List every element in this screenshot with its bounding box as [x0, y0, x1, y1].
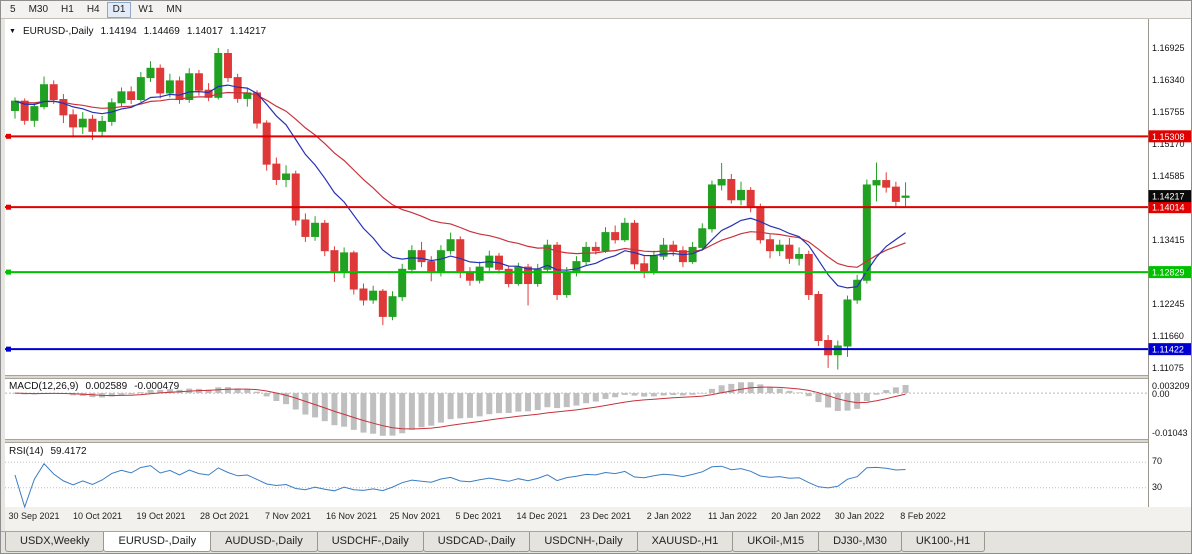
- tab-EURUSD-Daily[interactable]: EURUSD-,Daily: [103, 532, 212, 552]
- macd-signal-value: -0.000479: [134, 381, 180, 392]
- rsi-value: 59.4172: [50, 446, 87, 457]
- date-label: 30 Sep 2021: [8, 511, 59, 521]
- date-label: 10 Oct 2021: [73, 511, 122, 521]
- macd-label: MACD(12,26,9) 0.002589 -0.000479: [9, 381, 179, 392]
- timeframe-toolbar: 5 M30 H1 H4 D1 W1 MN: [1, 1, 1191, 19]
- price-tick: 1.13415: [1152, 235, 1185, 245]
- timeframe-button-MN[interactable]: MN: [166, 3, 182, 15]
- price-tick: 1.15755: [1152, 107, 1185, 117]
- time-axis-labels: 30 Sep 2021 10 Oct 2021 19 Oct 2021 28 Oct …: [8, 511, 945, 521]
- date-label: 8 Feb 2022: [900, 511, 946, 521]
- svg-text:1.15308: 1.15308: [1152, 132, 1185, 142]
- time-axis-strip: [5, 507, 1191, 531]
- rsi-level-70: 70: [1152, 456, 1163, 466]
- price-badge-1.14014: [1148, 201, 1191, 214]
- ema-slow-line: [14, 91, 906, 268]
- rsi-label: RSI(14) 59.4172: [9, 446, 87, 457]
- hline-handle-icon[interactable]: [6, 346, 11, 352]
- timeframe-button-H4[interactable]: H4: [86, 3, 100, 15]
- price-tick: 1.16340: [1152, 75, 1185, 85]
- timeframe-button-D1[interactable]: D1: [106, 1, 132, 18]
- price-tick: 1.11075: [1152, 363, 1184, 373]
- tab-XAUUSD-H1[interactable]: XAUUSD-,H1: [636, 532, 734, 552]
- price-badge-1.11422: [1148, 343, 1191, 356]
- hline-handle-icon[interactable]: [6, 269, 11, 275]
- svg-text:1.12829: 1.12829: [1152, 268, 1185, 278]
- timeframe-button-M30[interactable]: M30: [28, 3, 49, 15]
- window-left-edge: [1, 19, 5, 531]
- price-badge-1.12829: [1148, 266, 1191, 279]
- ohlc-open: 1.14194: [100, 26, 137, 37]
- date-label: 19 Oct 2021: [136, 511, 185, 521]
- tab-UKOil-M15[interactable]: UKOil-,M15: [732, 532, 820, 552]
- chart-title: ▼ EURUSD-,Daily 1.14194 1.14469 1.14017 …: [9, 26, 266, 37]
- rsi-panel: [5, 461, 1148, 509]
- rsi-title: RSI(14): [9, 446, 44, 457]
- macd-axis-zero: 0.00: [1152, 389, 1170, 400]
- date-label: 23 Dec 2021: [580, 511, 631, 521]
- panel-separator[interactable]: [5, 439, 1192, 443]
- date-label: 7 Nov 2021: [265, 511, 311, 521]
- tab-USDCHF-Daily[interactable]: USDCHF-,Daily: [316, 532, 424, 552]
- date-label: 16 Nov 2021: [326, 511, 377, 521]
- rsi-level-30: 30: [1152, 482, 1163, 492]
- horizontal-level-lines[interactable]: [5, 133, 1148, 352]
- tab-UK100-H1[interactable]: UK100-,H1: [900, 532, 986, 552]
- ohlc-low: 1.14017: [186, 26, 223, 37]
- price-badge-1.14217: [1148, 190, 1191, 203]
- price-badge-1.15308: [1148, 130, 1191, 143]
- macd-axis-min: -0.01043: [1152, 428, 1188, 438]
- tab-AUDUSD-Daily[interactable]: AUDUSD-,Daily: [210, 532, 318, 552]
- price-tick: 1.14585: [1152, 171, 1185, 181]
- macd-main-value: 0.002589: [85, 381, 128, 392]
- macd-title: MACD(12,26,9): [9, 381, 79, 392]
- chart-canvas[interactable]: 1.16925 1.16340 1.15755 1.15170 1.14585 1.134…: [5, 19, 1192, 531]
- rsi-line: [14, 462, 906, 509]
- timeframe-button-W1[interactable]: W1: [138, 3, 154, 15]
- svg-text:1.11422: 1.11422: [1152, 345, 1184, 355]
- date-label: 2 Jan 2022: [647, 511, 692, 521]
- tab-USDCNH-Daily[interactable]: USDCNH-,Daily: [529, 532, 638, 552]
- tab-DJ30-M30[interactable]: DJ30-,M30: [818, 532, 902, 552]
- chart-dropdown-icon[interactable]: ▼: [9, 28, 16, 35]
- ema-fast-line: [14, 84, 906, 289]
- macd-axis-max: 0.003209: [1152, 381, 1190, 391]
- svg-text:1.14217: 1.14217: [1152, 192, 1185, 202]
- date-label: 30 Jan 2022: [835, 511, 885, 521]
- timeframe-button-5[interactable]: 5: [10, 3, 16, 15]
- date-label: 14 Dec 2021: [516, 511, 567, 521]
- tab-USDX-Weekly[interactable]: USDX,Weekly: [5, 532, 105, 552]
- date-label: 11 Jan 2022: [708, 511, 757, 521]
- price-tick: 1.15170: [1152, 139, 1185, 149]
- price-tick: 1.16925: [1152, 43, 1185, 53]
- price-axis[interactable]: 1.16925 1.16340 1.15755 1.15170 1.14585 1.134…: [1148, 19, 1192, 507]
- hline-handle-icon[interactable]: [6, 133, 11, 139]
- ohlc-high: 1.14469: [143, 26, 180, 37]
- macd-panel: [5, 382, 1148, 436]
- macd-signal-line: [14, 386, 906, 430]
- chart-symbol-period: EURUSD-,Daily: [22, 26, 94, 37]
- price-tick: 1.12245: [1152, 299, 1185, 309]
- timeframe-button-H1[interactable]: H1: [61, 3, 74, 15]
- price-tick: 1.11660: [1152, 331, 1184, 341]
- date-label: 5 Dec 2021: [455, 511, 501, 521]
- date-label: 20 Jan 2022: [771, 511, 821, 521]
- panel-separator[interactable]: [5, 375, 1192, 379]
- chart-tabs: USDX,Weekly EURUSD-,Daily AUDUSD-,Daily USD…: [1, 531, 1191, 553]
- ohlc-close: 1.14217: [229, 26, 267, 37]
- date-label: 25 Nov 2021: [389, 511, 440, 521]
- hline-handle-icon[interactable]: [6, 204, 11, 210]
- tab-USDCAD-Daily[interactable]: USDCAD-,Daily: [422, 532, 531, 552]
- date-label: 28 Oct 2021: [200, 511, 249, 521]
- svg-text:1.14014: 1.14014: [1152, 203, 1185, 213]
- chart-region[interactable]: 1.16925 1.16340 1.15755 1.15170 1.14585 1.134…: [1, 19, 1192, 531]
